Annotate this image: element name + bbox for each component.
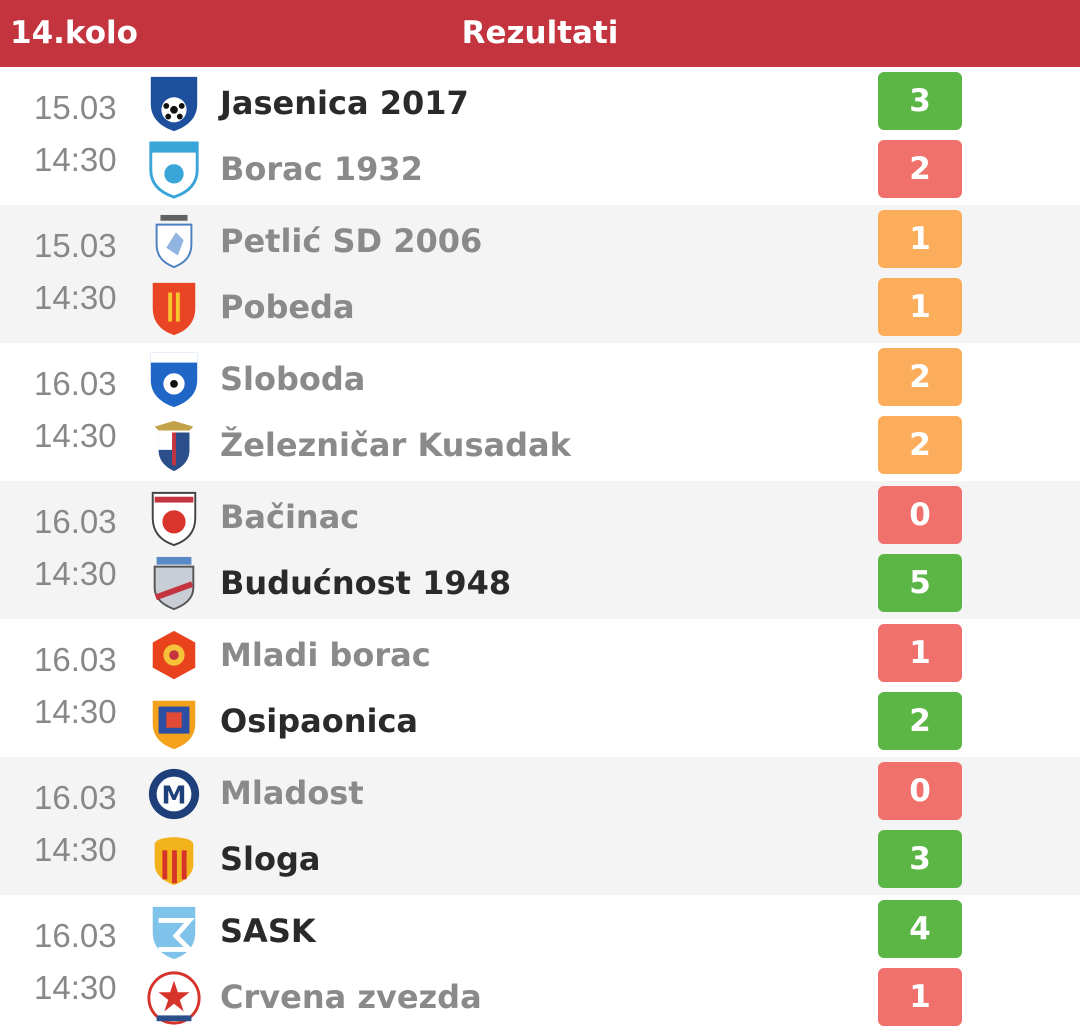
home-team-name: Bačinac [220,498,360,536]
away-team: Pobeda [146,277,866,337]
sask-crest-icon [152,906,196,960]
petlic-sd-2006-crest-icon [155,214,193,269]
results-header: 14.kolo Rezultati [0,0,1080,67]
away-team: Osipaonica [146,691,866,751]
svg-text:M: M [161,781,186,810]
home-team: Mladi borac [146,625,866,685]
match-row[interactable]: 15.03 14:30 Petlić SD 2006 Pobeda 1 1 [0,205,1080,343]
away-team-name: Crvena zvezda [220,978,482,1016]
match-list: 15.03 14:30 Jasenica 2017 Borac 1932 3 2… [0,67,1080,1033]
borac-1932-crest-icon [149,141,199,199]
away-score-badge: 3 [878,830,962,888]
home-team-name: Sloboda [220,360,366,398]
sloboda-crest-icon [150,352,198,408]
home-team: SASK [146,901,866,961]
buducnost-1948-crest-icon [153,556,195,611]
home-team: Jasenica 2017 [146,73,866,133]
home-score-badge: 0 [878,486,962,544]
away-score-badge: 5 [878,554,962,612]
away-team-name: Pobeda [220,288,355,326]
away-team: Borac 1932 [146,139,866,199]
home-score-badge: 4 [878,900,962,958]
home-team: Petlić SD 2006 [146,211,866,271]
away-score-badge: 2 [878,416,962,474]
match-date: 16.03 [34,917,117,954]
away-team-name: Železničar Kusadak [220,426,571,464]
home-team-name: Mladi borac [220,636,431,674]
home-score-badge: 1 [878,624,962,682]
away-score-badge: 2 [878,692,962,750]
pobeda-crest-icon [152,282,196,336]
match-row[interactable]: 16.03 14:30 M Mladost Sloga 0 3 [0,757,1080,895]
match-date: 15.03 [34,89,117,126]
match-row[interactable]: 16.03 14:30 Bačinac Budućnost 1948 0 5 [0,481,1080,619]
away-score-badge: 2 [878,140,962,198]
match-date: 16.03 [34,503,117,540]
away-team-name: Sloga [220,840,321,878]
match-time: 14:30 [34,555,117,592]
match-date: 16.03 [34,365,117,402]
mladi-borac-crest-icon [152,630,196,680]
match-time: 14:30 [34,417,117,454]
match-time: 14:30 [34,279,117,316]
home-team: Sloboda [146,349,866,409]
match-date: 16.03 [34,641,117,678]
mladost-crest-icon: M [148,768,200,820]
home-team: Bačinac [146,487,866,547]
away-score-badge: 1 [878,278,962,336]
away-team: Crvena zvezda [146,967,866,1027]
match-date: 15.03 [34,227,117,264]
match-date: 16.03 [34,779,117,816]
home-score-badge: 1 [878,210,962,268]
home-team-name: Mladost [220,774,364,812]
jasenica-2017-crest-icon [150,76,198,132]
away-team-name: Borac 1932 [220,150,423,188]
home-score-badge: 0 [878,762,962,820]
away-team-name: Osipaonica [220,702,419,740]
home-team-name: SASK [220,912,316,950]
match-time: 14:30 [34,831,117,868]
match-time: 14:30 [34,969,117,1006]
away-score-badge: 1 [878,968,962,1026]
zeleznicar-kusadak-crest-icon [154,420,194,472]
home-score-badge: 2 [878,348,962,406]
home-score-badge: 3 [878,72,962,130]
match-row[interactable]: 16.03 14:30 SASK Crvena zvezda 4 1 [0,895,1080,1033]
crvena-zvezda-crest-icon [147,971,201,1025]
bacinac-crest-icon [151,491,197,547]
home-team-name: Jasenica 2017 [220,84,469,122]
home-team: M Mladost [146,763,866,823]
away-team: Sloga [146,829,866,889]
away-team: Železničar Kusadak [146,415,866,475]
match-time: 14:30 [34,141,117,178]
match-row[interactable]: 15.03 14:30 Jasenica 2017 Borac 1932 3 2 [0,67,1080,205]
round-label: 14.kolo [10,15,138,51]
osipaonica-crest-icon [152,700,196,750]
sloga-crest-icon [154,837,194,886]
home-team-name: Petlić SD 2006 [220,222,483,260]
page-title: Rezultati [461,15,619,51]
away-team-name: Budućnost 1948 [220,564,512,602]
match-row[interactable]: 16.03 14:30 Mladi borac Osipaonica 1 2 [0,619,1080,757]
match-row[interactable]: 16.03 14:30 Sloboda Železničar Kusadak 2… [0,343,1080,481]
match-time: 14:30 [34,693,117,730]
away-team: Budućnost 1948 [146,553,866,613]
